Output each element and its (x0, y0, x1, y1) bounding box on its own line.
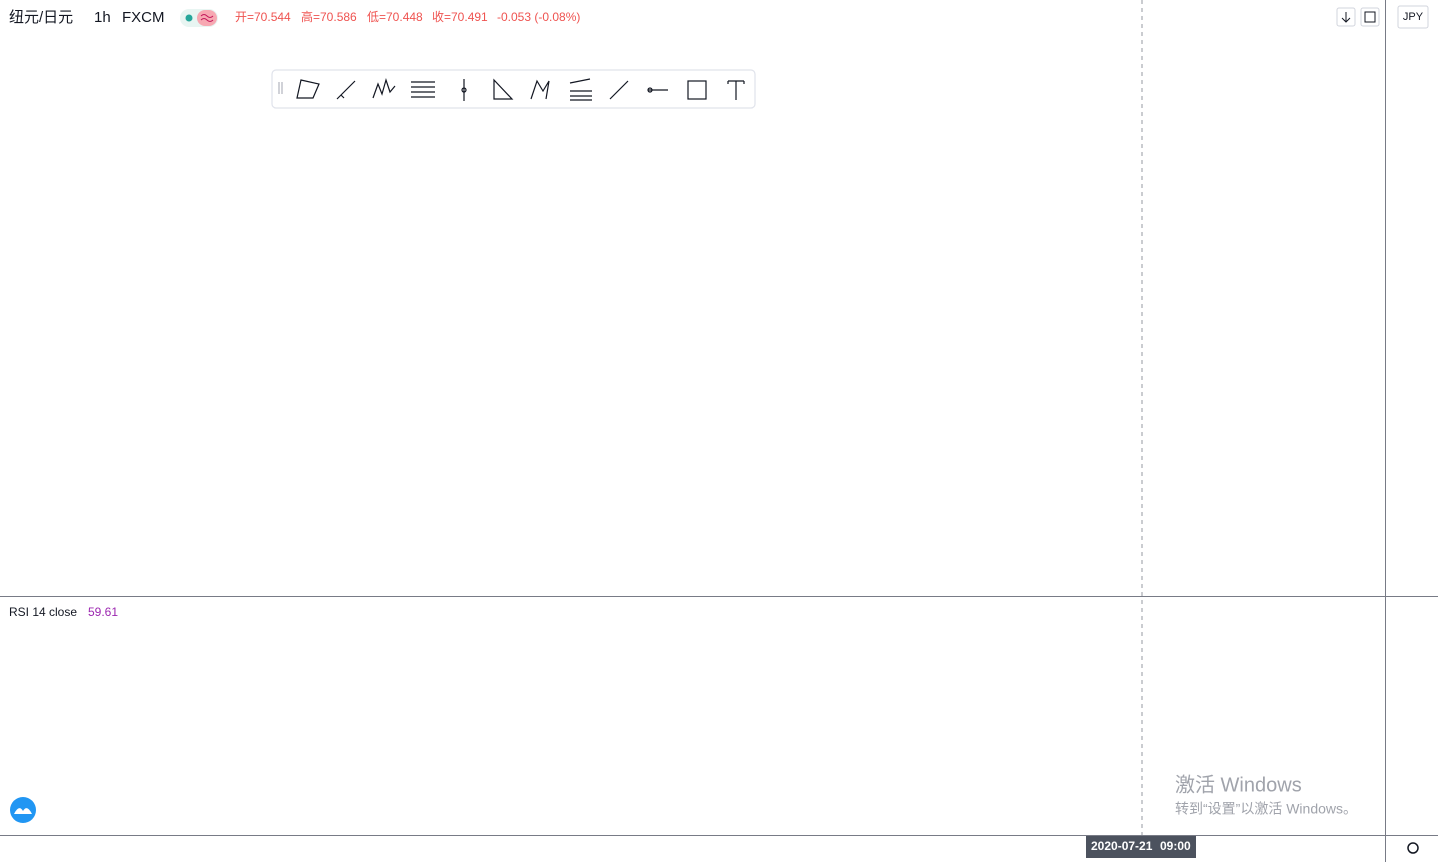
crosshair-time-box (1086, 836, 1196, 858)
drawing-toolbar (271, 69, 756, 109)
header: 纽元/日元 1h FXCM 开=70.544 高=70.586 低=70.448… (9, 9, 580, 27)
ohlc-change: -0.053 (-0.08%) (497, 10, 580, 24)
tool-pitchfork[interactable] (569, 78, 592, 101)
crosshair-date: 2020-07-21 (1091, 839, 1153, 853)
reset-button[interactable] (1360, 7, 1380, 27)
delay-icon (200, 14, 214, 22)
tool-trend[interactable] (336, 80, 356, 100)
tool-rectangle[interactable] (687, 80, 707, 100)
rsi-last-value: 59.61 (88, 605, 118, 619)
ohlc-high: 高=70.586 (301, 9, 357, 24)
top-buttons: JPY (1336, 5, 1429, 29)
tool-text[interactable] (727, 80, 745, 100)
tool-vline-dot (461, 87, 467, 93)
tool-fib[interactable] (411, 81, 435, 98)
logo-button[interactable] (10, 797, 36, 823)
watermark-subtitle: 转到“设置”以激活 Windows。 (1175, 801, 1357, 817)
currency-button[interactable] (1397, 5, 1429, 29)
reset-icon (1364, 11, 1376, 23)
ohlc-open: 开=70.544 (235, 10, 291, 24)
watermark-title: 激活 Windows (1175, 773, 1302, 796)
symbol[interactable]: 纽元/日元 (9, 9, 73, 26)
delay-badge (197, 10, 217, 26)
tool-polygon[interactable] (296, 79, 320, 99)
tool-pattern[interactable] (372, 77, 396, 99)
tool-xabcd[interactable] (530, 79, 550, 100)
scroll-down-icon (1341, 12, 1351, 23)
ohlc-low: 低=70.448 (367, 10, 423, 24)
tool-hline-dot (647, 87, 653, 93)
ohlc-close: 收=70.491 (432, 10, 488, 24)
tool-angle[interactable] (493, 78, 514, 100)
status-dot (185, 14, 193, 22)
currency: JPY (1403, 11, 1424, 23)
crosshair-time: 09:00 (1160, 839, 1191, 853)
settings-button[interactable] (1407, 842, 1419, 854)
toolbar-panel (271, 69, 756, 109)
tool-ray[interactable] (609, 80, 629, 100)
source: FXCM (122, 9, 165, 26)
toolbar-handle[interactable] (278, 82, 283, 94)
rsi-title: RSI 14 close (9, 605, 77, 619)
logo-icon (14, 808, 32, 814)
interval[interactable]: 1h (94, 9, 111, 26)
